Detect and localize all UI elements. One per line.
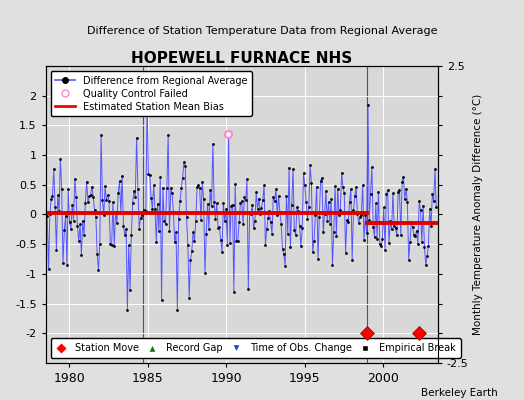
Text: Berkeley Earth: Berkeley Earth xyxy=(421,388,498,398)
Title: HOPEWELL FURNACE NHS: HOPEWELL FURNACE NHS xyxy=(131,51,352,66)
Legend: Station Move, Record Gap, Time of Obs. Change, Empirical Break: Station Move, Record Gap, Time of Obs. C… xyxy=(50,338,461,358)
Text: Difference of Station Temperature Data from Regional Average: Difference of Station Temperature Data f… xyxy=(87,26,437,36)
Y-axis label: Monthly Temperature Anomaly Difference (°C): Monthly Temperature Anomaly Difference (… xyxy=(473,94,483,335)
